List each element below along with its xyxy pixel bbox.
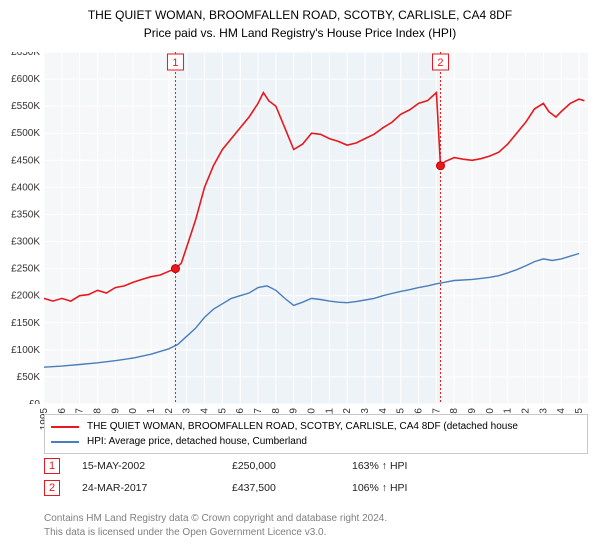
svg-text:£400K: £400K xyxy=(11,182,40,193)
svg-text:£150K: £150K xyxy=(11,318,40,329)
svg-text:£600K: £600K xyxy=(11,74,40,85)
svg-text:£650K: £650K xyxy=(11,52,40,58)
attribution-block: Contains HM Land Registry data © Crown c… xyxy=(44,512,588,539)
svg-text:£0: £0 xyxy=(29,399,41,404)
svg-text:£50K: £50K xyxy=(17,372,41,383)
title-block: THE QUIET WOMAN, BROOMFALLEN ROAD, SCOTB… xyxy=(0,0,600,40)
x-axis: 1995199619971998199920002001200220032004… xyxy=(44,404,588,414)
up-arrow-icon: ↑ xyxy=(382,482,387,494)
svg-text:£500K: £500K xyxy=(11,128,40,139)
svg-text:£450K: £450K xyxy=(11,155,40,166)
svg-text:£200K: £200K xyxy=(11,291,40,302)
legend-marker-box-1: 1 xyxy=(44,458,60,474)
legend-marker-price-1: £250,000 xyxy=(232,460,352,472)
chart-container: THE QUIET WOMAN, BROOMFALLEN ROAD, SCOTB… xyxy=(0,0,600,560)
legend-marker-price-2: £437,500 xyxy=(232,482,352,494)
title-line-2: Price paid vs. HM Land Registry's House … xyxy=(0,26,600,40)
chart-svg: 12 xyxy=(44,52,588,404)
legend-marker-pct-2: 106% ↑ HPI xyxy=(352,482,492,494)
legend-label-hpi: HPI: Average price, detached house, Cumb… xyxy=(87,434,307,449)
legend-label-property: THE QUIET WOMAN, BROOMFALLEN ROAD, SCOTB… xyxy=(87,419,518,434)
legend-marker-box-2: 2 xyxy=(44,480,60,496)
legend-marker-pct-1: 163% ↑ HPI xyxy=(352,460,492,472)
legend-row-property: THE QUIET WOMAN, BROOMFALLEN ROAD, SCOTB… xyxy=(51,419,581,434)
legend-markers-block: 1 15-MAY-2002 £250,000 163% ↑ HPI 2 24-M… xyxy=(44,458,588,502)
svg-text:£350K: £350K xyxy=(11,209,40,220)
legend-marker-date-1: 15-MAY-2002 xyxy=(82,460,232,472)
legend-swatch-property xyxy=(51,426,79,428)
legend-row-hpi: HPI: Average price, detached house, Cumb… xyxy=(51,434,581,449)
svg-text:2: 2 xyxy=(437,57,443,69)
chart-area: 12 xyxy=(44,52,588,404)
legend-series-box: THE QUIET WOMAN, BROOMFALLEN ROAD, SCOTB… xyxy=(44,414,588,454)
y-axis: £0 £50K £100K £150K £200K £250K £300K £350K £400… xyxy=(0,52,44,404)
svg-text:£550K: £550K xyxy=(11,101,40,112)
svg-text:1: 1 xyxy=(172,57,178,69)
legend-marker-date-2: 24-MAR-2017 xyxy=(82,482,232,494)
up-arrow-icon: ↑ xyxy=(382,460,387,472)
legend-marker-row-1: 1 15-MAY-2002 £250,000 163% ↑ HPI xyxy=(44,458,588,474)
svg-text:£250K: £250K xyxy=(11,264,40,275)
svg-text:£300K: £300K xyxy=(11,237,40,248)
attribution-line-2: This data is licensed under the Open Gov… xyxy=(44,526,588,540)
legend-marker-row-2: 2 24-MAR-2017 £437,500 106% ↑ HPI xyxy=(44,480,588,496)
title-line-1: THE QUIET WOMAN, BROOMFALLEN ROAD, SCOTB… xyxy=(0,8,600,22)
legend-swatch-hpi xyxy=(51,441,79,443)
attribution-line-1: Contains HM Land Registry data © Crown c… xyxy=(44,512,588,526)
svg-text:£100K: £100K xyxy=(11,345,40,356)
